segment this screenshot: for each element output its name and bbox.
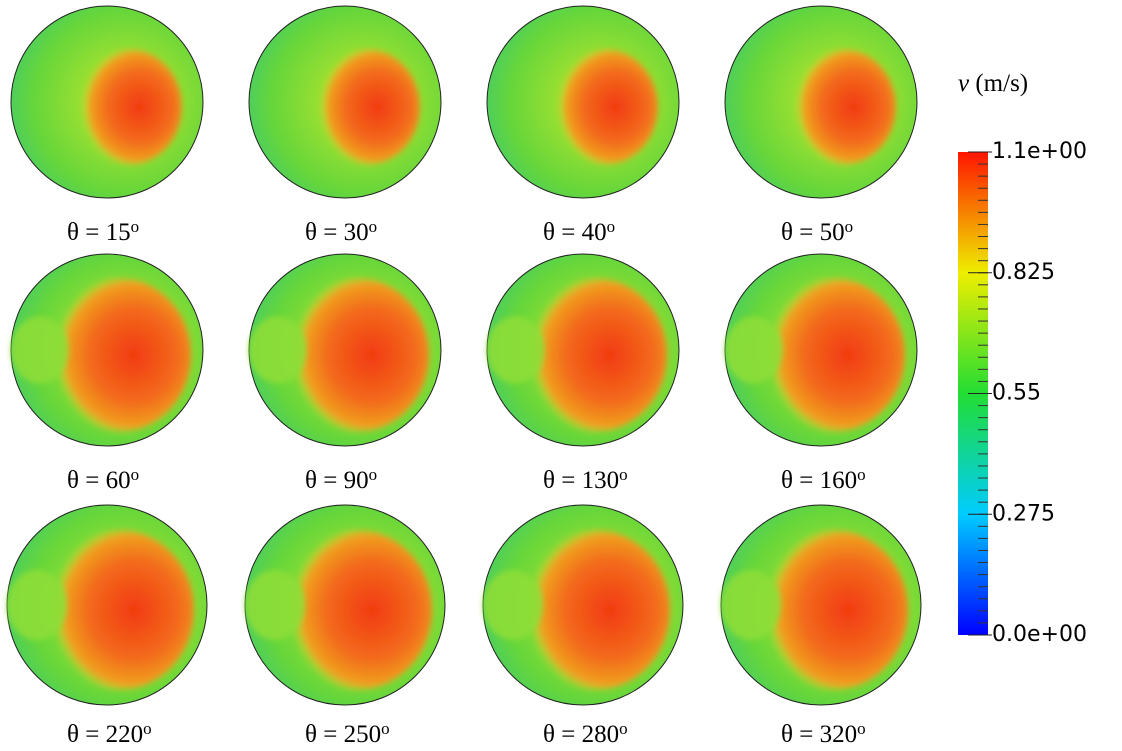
degree-mark: o [131, 465, 140, 484]
panel: θ = 15o [10, 5, 204, 246]
panel: θ = 160o [724, 253, 918, 494]
panel-label: θ = 220o [67, 719, 152, 748]
velocity-notch [248, 316, 307, 384]
panel: θ = 50o [724, 5, 918, 246]
panel: θ = 40o [486, 5, 680, 246]
panel: θ = 90o [248, 253, 442, 494]
theta-label: θ = 320 [781, 721, 857, 748]
theta-label: θ = 220 [67, 721, 143, 748]
velocity-core [285, 278, 429, 432]
theta-label: θ = 50 [781, 219, 845, 246]
panel: θ = 30o [248, 5, 442, 246]
degree-mark: o [369, 217, 378, 236]
panel-label: θ = 30o [305, 217, 377, 246]
theta-label: θ = 250 [305, 721, 381, 748]
velocity-core [47, 278, 191, 432]
theta-label: θ = 30 [305, 219, 369, 246]
degree-mark: o [619, 719, 628, 738]
velocity-notch [721, 570, 781, 640]
panel-label: θ = 50o [781, 217, 853, 246]
panel-label: θ = 40o [543, 217, 615, 246]
colorbar-tick-label: 0.275 [992, 501, 1055, 526]
degree-mark: o [607, 217, 616, 236]
velocity-core [44, 530, 194, 690]
velocity-core [314, 49, 420, 165]
panel-label: θ = 280o [543, 719, 628, 748]
colorbar-tick-label: 0.0e+00 [992, 622, 1087, 647]
colorbar-tick-label: 0.825 [992, 260, 1055, 285]
panel-label: θ = 130o [543, 465, 628, 494]
theta-label: θ = 40 [543, 219, 607, 246]
colorbar-title: v (m/s) [958, 70, 1028, 97]
velocity-core [758, 530, 908, 690]
degree-mark: o [369, 465, 378, 484]
degree-mark: o [143, 719, 152, 738]
velocity-core [790, 49, 896, 165]
theta-label: θ = 60 [67, 467, 131, 494]
colorbar-tick-label: 1.1e+00 [992, 139, 1087, 164]
velocity-notch [11, 316, 69, 384]
velocity-notch [483, 570, 543, 640]
degree-mark: o [619, 465, 628, 484]
velocity-core [761, 278, 905, 432]
degree-mark: o [381, 719, 390, 738]
degree-mark: o [845, 217, 854, 236]
theta-label: θ = 160 [781, 467, 857, 494]
velocity-core [520, 530, 670, 690]
panel: θ = 320o [720, 504, 922, 748]
theta-label: θ = 15 [67, 219, 131, 246]
panel-label: θ = 160o [781, 465, 866, 494]
velocity-notch [7, 570, 67, 640]
panel-label: θ = 250o [305, 719, 390, 748]
degree-mark: o [131, 217, 140, 236]
velocity-notch [487, 316, 545, 384]
velocity-core [552, 49, 658, 165]
panel: θ = 220o [6, 504, 208, 748]
theta-label: θ = 90 [305, 467, 369, 494]
velocity-notch [725, 316, 783, 384]
panel-label: θ = 320o [781, 719, 866, 748]
degree-mark: o [857, 719, 866, 738]
panel: θ = 60o [10, 253, 204, 494]
panel: θ = 130o [486, 253, 680, 494]
theta-label: θ = 130 [543, 467, 619, 494]
panel-label: θ = 15o [67, 217, 139, 246]
panel-label: θ = 60o [67, 465, 139, 494]
panel-label: θ = 90o [305, 465, 377, 494]
velocity-core [523, 278, 667, 432]
theta-label: θ = 280 [543, 721, 619, 748]
panel: θ = 250o [244, 504, 446, 748]
velocity-core [76, 49, 182, 165]
colorbar-tick-label: 0.55 [992, 381, 1041, 406]
velocity-core [282, 530, 432, 690]
degree-mark: o [857, 465, 866, 484]
velocity-notch [245, 570, 305, 640]
panel: θ = 280o [482, 504, 684, 748]
